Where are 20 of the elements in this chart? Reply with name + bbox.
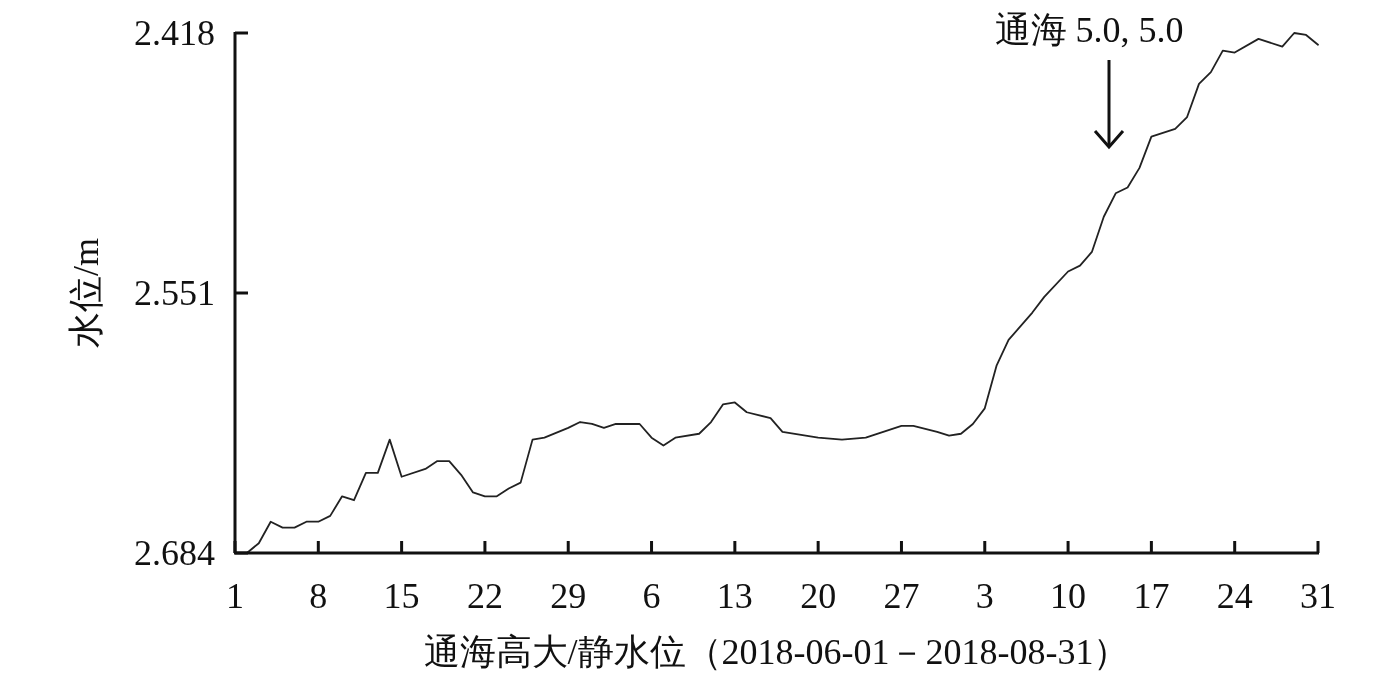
x-tick-label: 3 — [975, 576, 994, 616]
x-axis-title: 通海高大/静水位（2018-06-01－2018-08-31） — [423, 632, 1130, 672]
x-tick-label: 24 — [1216, 576, 1253, 616]
x-tick-label: 20 — [800, 576, 837, 616]
x-tick-label: 6 — [642, 576, 661, 616]
x-tick-label: 15 — [383, 576, 420, 616]
x-tick-label: 27 — [883, 576, 920, 616]
x-tick-label: 8 — [309, 576, 328, 616]
x-tick-label: 17 — [1133, 576, 1170, 616]
annotation: 通海 5.0, 5.0 — [994, 10, 1184, 50]
x-tick-label: 29 — [550, 576, 587, 616]
x-tick-label: 1 — [226, 576, 244, 616]
x-tick-label: 10 — [1050, 576, 1087, 616]
y-tick-label: 2.551 — [134, 273, 215, 313]
x-tick-label: 22 — [466, 576, 503, 616]
x-tick-label: 31 — [1300, 576, 1336, 616]
y-axis-title: 水位/m — [66, 237, 106, 349]
x-tick-label: 13 — [716, 576, 753, 616]
y-tick-label: 2.418 — [134, 13, 215, 53]
y-tick-label: 2.684 — [134, 533, 215, 573]
